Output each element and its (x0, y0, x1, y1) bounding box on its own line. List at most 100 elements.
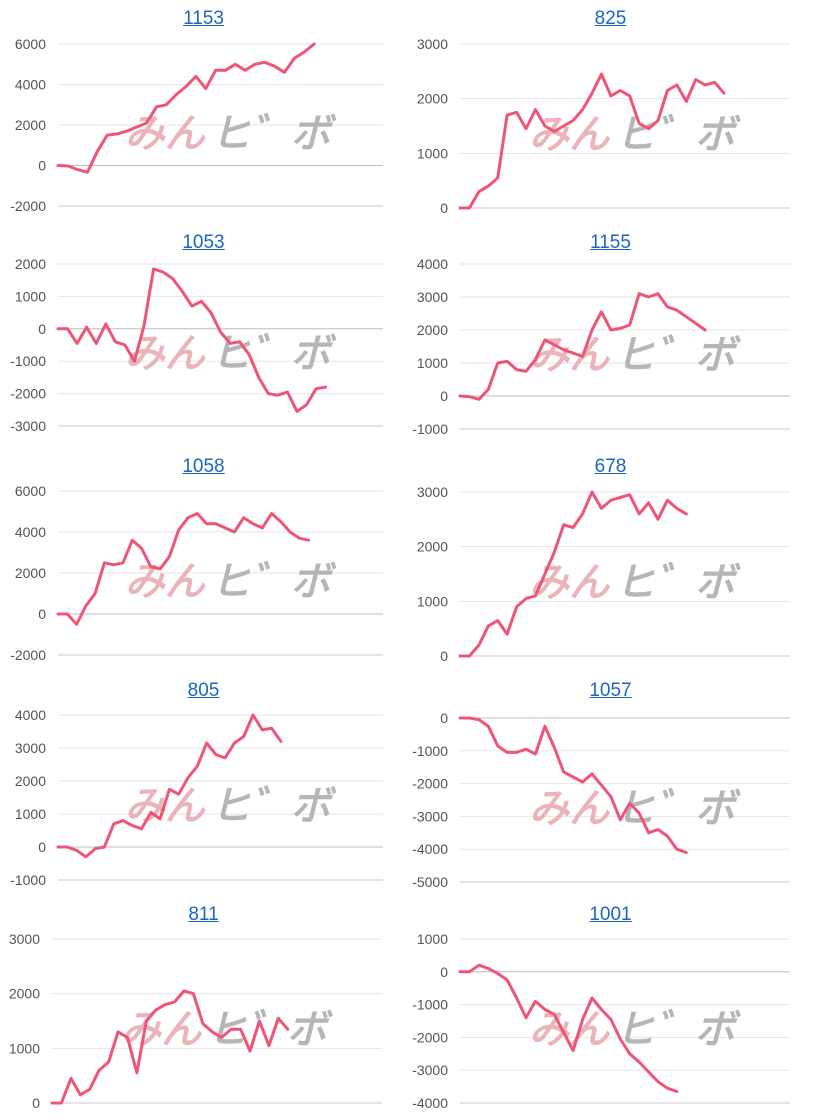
data-point (562, 771, 565, 774)
watermark-part-b: ヒ゛ボ (211, 111, 337, 157)
y-tick-label: -2000 (412, 776, 448, 792)
watermark-part-b: ヒ゛ボ (211, 331, 337, 377)
data-point (543, 338, 546, 341)
data-point (238, 340, 241, 343)
chart-title-link[interactable]: 1155 (590, 232, 631, 253)
y-tick-label: -4000 (412, 1095, 448, 1111)
data-point (572, 776, 575, 779)
data-point (666, 89, 669, 92)
data-point (112, 563, 115, 566)
data-point (600, 310, 603, 313)
data-point (192, 992, 195, 995)
y-tick-label: 2000 (15, 565, 46, 581)
y-tick-label: 0 (38, 839, 46, 855)
watermark-part-a: みん (121, 1007, 203, 1053)
y-tick-label: -2000 (10, 386, 46, 402)
chart-title-link[interactable]: 805 (187, 680, 220, 701)
data-point (116, 132, 119, 135)
data-point (515, 751, 518, 754)
chart-panel-678: 678 3000 2000 1000 0 みん ヒ゛ボ (407, 448, 814, 672)
data-point (209, 311, 212, 314)
data-point (459, 395, 462, 398)
chart-title-link[interactable]: 1053 (182, 232, 225, 253)
y-tick-label: 0 (38, 321, 46, 337)
data-point (143, 324, 146, 327)
data-point (525, 1016, 528, 1019)
chart-title-link[interactable]: 1001 (589, 904, 632, 925)
data-point (628, 94, 631, 97)
data-point (468, 970, 471, 973)
data-point (258, 1020, 261, 1023)
chart-title-link[interactable]: 1153 (183, 8, 224, 29)
data-point (600, 784, 603, 787)
data-point (638, 122, 641, 125)
data-point (477, 190, 480, 193)
data-point (534, 358, 537, 361)
data-point (162, 271, 165, 274)
data-point (200, 300, 203, 303)
data-point (487, 967, 490, 970)
data-point (233, 742, 236, 745)
y-tick-label: 6000 (15, 36, 46, 52)
data-point (57, 846, 60, 849)
data-point (214, 522, 217, 525)
data-point (155, 105, 158, 108)
y-tick-label: 3000 (417, 36, 448, 52)
data-point (279, 520, 282, 523)
watermark-logo: みん ヒ゛ボ (125, 784, 337, 830)
data-point (315, 387, 318, 390)
data-point (638, 292, 641, 295)
data-point (220, 1036, 223, 1039)
data-point (562, 348, 565, 351)
data-point (233, 531, 236, 534)
data-point (267, 1044, 270, 1047)
data-point (201, 1022, 204, 1025)
data-point (543, 573, 546, 576)
data-point (117, 1030, 120, 1033)
data-point (487, 388, 490, 391)
y-tick-label: -2000 (10, 198, 46, 214)
data-point (224, 69, 227, 72)
data-point (515, 111, 518, 114)
data-point (196, 512, 199, 515)
chart-title-link[interactable]: 811 (188, 904, 219, 925)
data-point (66, 846, 69, 849)
data-point (152, 267, 155, 270)
data-point (609, 499, 612, 502)
chart-panel-1057: 1057 0 -1000 -2000 -3000 -4000 -5000 みん ヒ゛ボ (407, 672, 814, 896)
y-tick-label: -1000 (10, 353, 46, 369)
chart-title-link[interactable]: 1057 (589, 680, 632, 701)
line-chart: 6000 4000 2000 0 -2000 みん ヒ゛ボ (10, 483, 383, 663)
data-point (252, 522, 255, 525)
data-point (84, 855, 87, 858)
watermark-part-b: ヒ゛ボ (615, 1007, 741, 1053)
y-tick-label: 2000 (15, 256, 46, 272)
chart-title-link[interactable]: 825 (594, 8, 627, 29)
data-point (534, 108, 537, 111)
data-point (600, 507, 603, 510)
chart-title-link[interactable]: 1058 (182, 456, 225, 477)
data-point (66, 327, 69, 330)
y-tick-label: 0 (440, 200, 448, 216)
data-point (114, 340, 117, 343)
y-tick-label: 0 (38, 606, 46, 622)
data-point (165, 103, 168, 106)
data-point (86, 171, 89, 174)
data-point (647, 296, 650, 299)
data-point (619, 818, 622, 821)
y-tick-label: -3000 (412, 808, 448, 824)
y-tick-label: 1000 (9, 1040, 40, 1056)
data-point (638, 812, 641, 815)
data-point (600, 73, 603, 76)
chart-title-link[interactable]: 678 (594, 456, 627, 477)
data-point (553, 746, 556, 749)
y-tick-label: -4000 (412, 841, 448, 857)
data-point (145, 121, 148, 124)
data-point (459, 717, 462, 720)
data-point (572, 119, 575, 122)
data-point (506, 360, 509, 363)
data-point (657, 828, 660, 831)
data-point (723, 92, 726, 95)
